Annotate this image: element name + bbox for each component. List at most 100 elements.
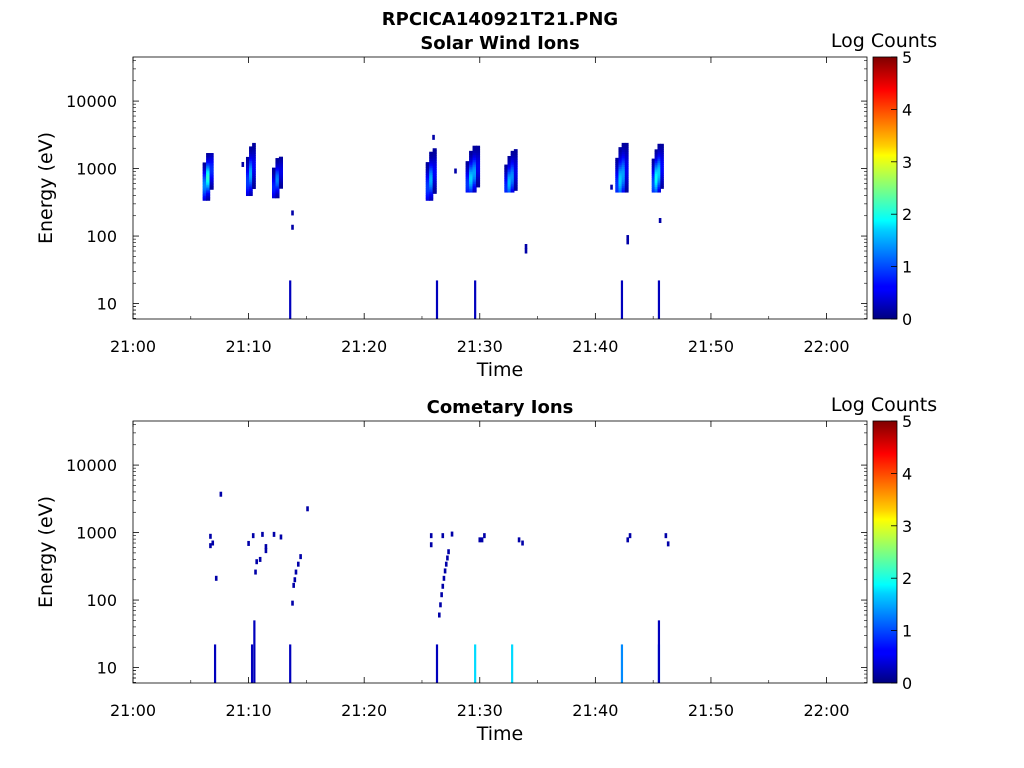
count-cell [245, 170, 250, 174]
count-cell [245, 169, 250, 172]
count-cell [507, 174, 512, 178]
count-cell [202, 187, 207, 190]
x-tick-label: 21:10 [226, 337, 272, 356]
count-cell [660, 143, 664, 147]
count-cell [425, 188, 430, 191]
solar-wind-panel: Solar Wind Ions Log Counts 21:00 21:10 21:… [35, 30, 937, 381]
count-cell [275, 193, 280, 196]
count-cell [252, 179, 256, 183]
count-cell [278, 162, 283, 165]
colorbar-tick-label: 3 [902, 517, 912, 536]
count-cell [513, 176, 518, 179]
count-cell [275, 177, 280, 180]
count-cell [472, 149, 477, 152]
count-cell [275, 192, 280, 195]
count-cell [621, 162, 626, 165]
count-cell [513, 154, 518, 157]
count-cell [275, 178, 280, 181]
count-cell [206, 179, 211, 182]
count-cell [465, 185, 470, 188]
count-cell [275, 179, 280, 182]
count-cell [429, 155, 434, 158]
count-cell [432, 174, 437, 177]
count-cell [206, 186, 211, 189]
count-cell [504, 178, 509, 181]
count-cell [429, 191, 434, 194]
count-cell [660, 156, 664, 160]
count-cell [275, 182, 280, 185]
count-spike [620, 280, 624, 319]
x-tick-label: 21:00 [110, 701, 156, 720]
count-cell [510, 178, 515, 181]
count-cell [425, 172, 430, 175]
count-cell [621, 172, 626, 176]
count-cell [425, 175, 430, 179]
count-cell [441, 583, 445, 589]
count-cell [469, 159, 474, 162]
count-cell [450, 531, 454, 537]
count-cell [432, 170, 437, 174]
count-cell [465, 164, 470, 167]
count-cell [252, 167, 256, 170]
count-cell [621, 147, 626, 150]
y-tick-label: 10000 [66, 92, 117, 111]
count-cell [209, 168, 214, 171]
count-cell [513, 181, 518, 184]
count-cell [271, 178, 277, 181]
count-cell [472, 152, 477, 155]
count-cell [209, 167, 214, 170]
count-spike [511, 644, 514, 683]
count-cell [651, 167, 656, 171]
count-cell [507, 166, 512, 169]
count-cell [465, 190, 470, 193]
count-cell [476, 173, 481, 176]
count-cell [618, 164, 623, 167]
count-cell [621, 145, 626, 148]
count-cell [504, 173, 509, 176]
count-cell [651, 173, 656, 176]
count-cell [507, 164, 512, 167]
count-cell [651, 175, 656, 178]
count-cell [621, 189, 626, 193]
count-cell [249, 151, 253, 155]
count-cell [465, 176, 470, 179]
count-cell [654, 162, 659, 165]
count-cell [624, 185, 629, 189]
count-spike [250, 644, 254, 683]
count-cell [660, 166, 664, 169]
count-cell [432, 153, 437, 156]
count-cell [278, 163, 283, 166]
count-cell [657, 154, 661, 158]
count-cell [510, 185, 515, 188]
count-cell [278, 160, 283, 163]
count-cell [472, 169, 477, 172]
count-spike [289, 280, 292, 319]
count-cell [513, 188, 518, 191]
count-cell [476, 154, 481, 157]
colorbar-label: Log Counts [831, 394, 937, 416]
count-spike [657, 280, 661, 319]
count-cell [507, 188, 512, 191]
count-cell [432, 156, 437, 160]
count-cell [660, 147, 664, 150]
count-cell [657, 169, 661, 173]
count-cell [206, 171, 211, 175]
count-cell [429, 182, 434, 186]
count-cell [252, 176, 256, 179]
count-cell [472, 173, 477, 176]
count-cell [432, 179, 437, 182]
count-cell [657, 180, 661, 184]
ion-burst [465, 145, 481, 193]
count-cell [472, 183, 477, 186]
count-cell [245, 158, 250, 162]
count-cell [209, 162, 214, 165]
count-cell [504, 164, 509, 167]
count-cell [245, 184, 250, 188]
count-cell [465, 162, 470, 166]
count-cell [654, 160, 659, 163]
count-cell [469, 183, 474, 186]
x-tick-label: 21:20 [341, 337, 387, 356]
count-cell [209, 182, 214, 186]
count-cell [249, 167, 253, 170]
count-cell [465, 167, 470, 171]
